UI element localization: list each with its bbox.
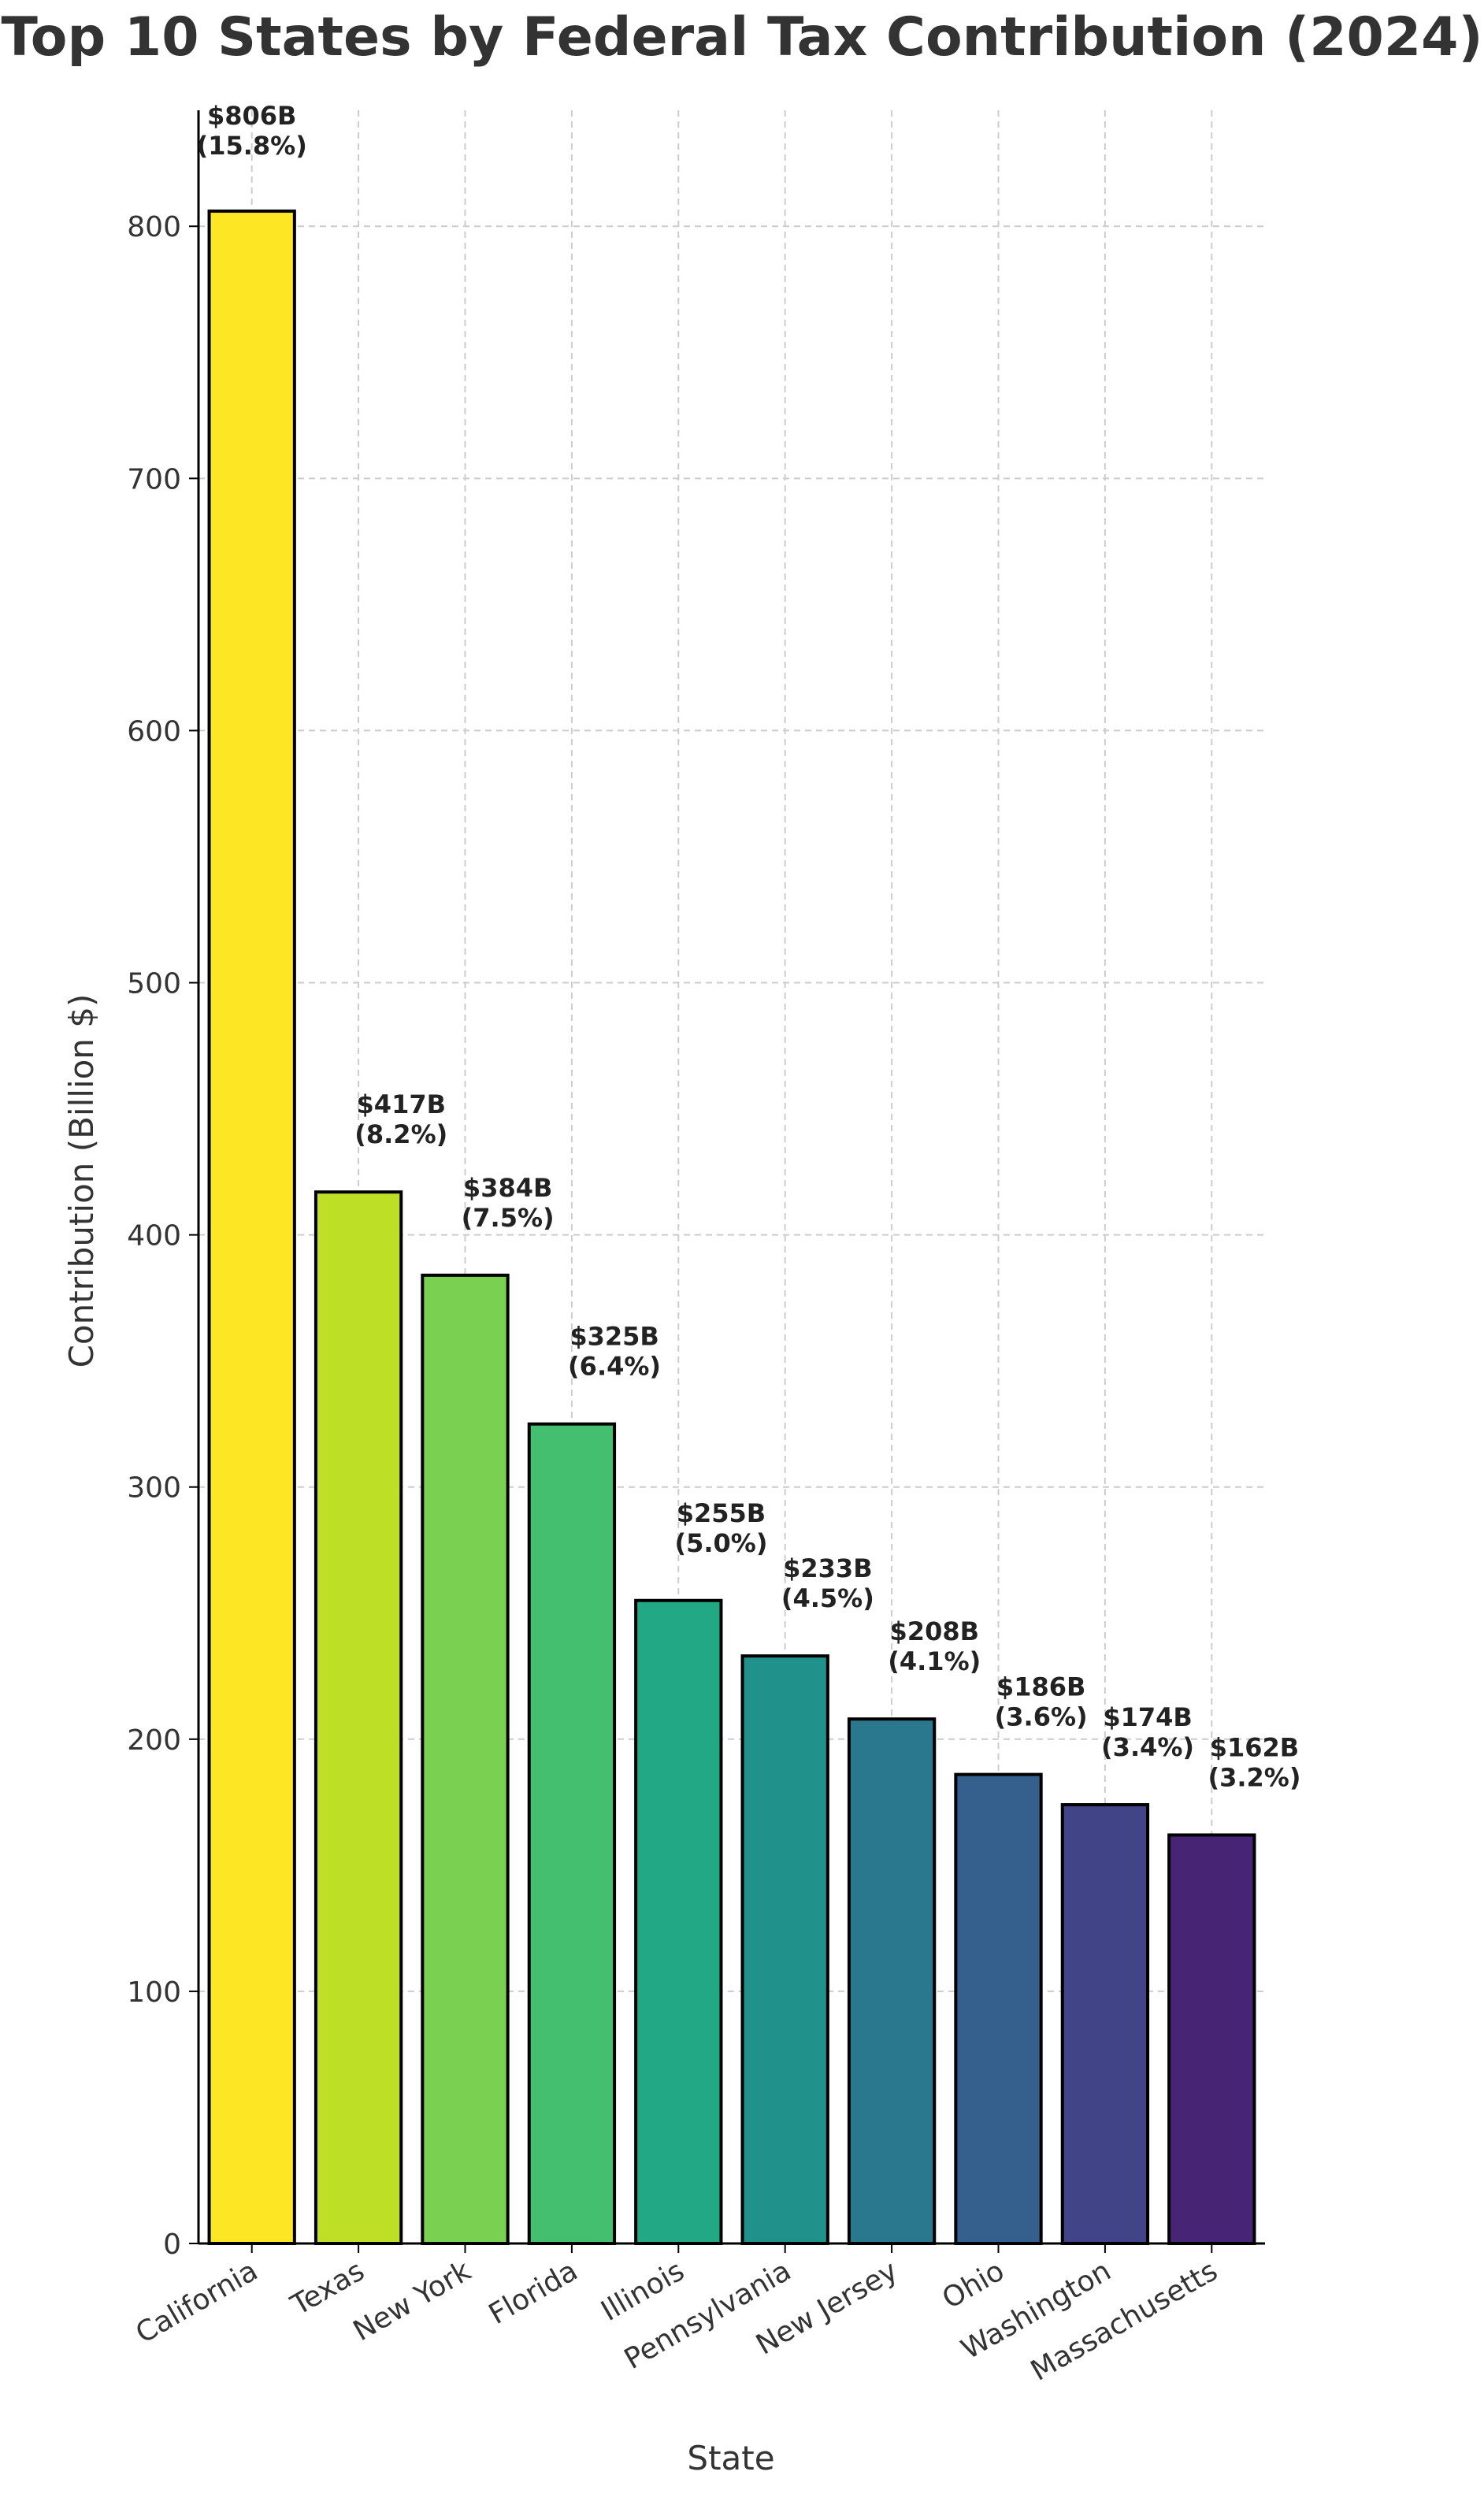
bar-percent-label: (5.0%) xyxy=(674,1528,767,1558)
y-tick-label: 500 xyxy=(127,968,181,1000)
bar xyxy=(634,1598,723,2246)
bar-percent-label: (4.1%) xyxy=(888,1646,981,1676)
y-axis-label: Contribution (Billion $) xyxy=(62,994,101,1368)
y-tick-label: 300 xyxy=(127,1472,181,1505)
bar-percent-label: (8.2%) xyxy=(354,1119,447,1149)
bar-value-label: $186B xyxy=(996,1672,1085,1702)
bar-percent-label: (4.5%) xyxy=(781,1583,874,1613)
y-tick-label: 800 xyxy=(127,211,181,243)
y-tick-label: 700 xyxy=(127,463,181,495)
x-tick-label: California xyxy=(131,2254,264,2350)
bar-value-label: $417B xyxy=(357,1089,446,1119)
y-tick-label: 100 xyxy=(127,1976,181,2009)
y-tick-label: 600 xyxy=(127,715,181,748)
x-tick-label: Florida xyxy=(484,2254,584,2331)
y-tick-label: 0 xyxy=(163,2229,181,2261)
bar-value-label: $255B xyxy=(677,1498,766,1528)
bar xyxy=(527,1422,617,2245)
x-tick-label: Massachusetts xyxy=(1026,2254,1223,2388)
bar-value-label: $162B xyxy=(1210,1732,1299,1762)
bar-value-label: $174B xyxy=(1103,1702,1192,1732)
bar-value-label: $208B xyxy=(890,1616,979,1646)
bar-value-label: $233B xyxy=(783,1553,872,1583)
bar-percent-label: (7.5%) xyxy=(462,1203,555,1233)
chart-title: Top 10 States by Federal Tax Contributio… xyxy=(1,6,1483,69)
bar-percent-label: (3.2%) xyxy=(1208,1762,1300,1792)
x-axis-label: State xyxy=(687,2439,774,2477)
bar xyxy=(313,1190,403,2245)
bar xyxy=(954,1772,1043,2245)
bar xyxy=(740,1654,829,2245)
data-labels: $806B(15.8%)$417B(8.2%)$384B(7.5%)$325B(… xyxy=(197,101,1301,1792)
bar-percent-label: (6.4%) xyxy=(568,1352,661,1382)
bar xyxy=(207,210,296,2245)
bar-value-label: $325B xyxy=(569,1322,659,1352)
bar-percent-label: (3.6%) xyxy=(995,1702,1088,1732)
bar-percent-label: (3.4%) xyxy=(1101,1732,1194,1762)
bar-value-label: $806B xyxy=(207,101,296,131)
y-tick-label: 400 xyxy=(127,1220,181,1252)
bar xyxy=(1167,1833,1256,2245)
x-tick-label: Texas xyxy=(285,2254,370,2322)
x-tick-label: New York xyxy=(348,2254,477,2347)
x-tick-label: Ohio xyxy=(937,2254,1010,2315)
bar-percent-label: (15.8%) xyxy=(197,131,307,161)
bar xyxy=(1060,1803,1150,2245)
y-tick-label: 200 xyxy=(127,1724,181,1757)
bar-value-label: $384B xyxy=(463,1173,552,1203)
bar xyxy=(847,1717,937,2246)
bars xyxy=(207,210,1256,2246)
bar xyxy=(421,1273,510,2245)
